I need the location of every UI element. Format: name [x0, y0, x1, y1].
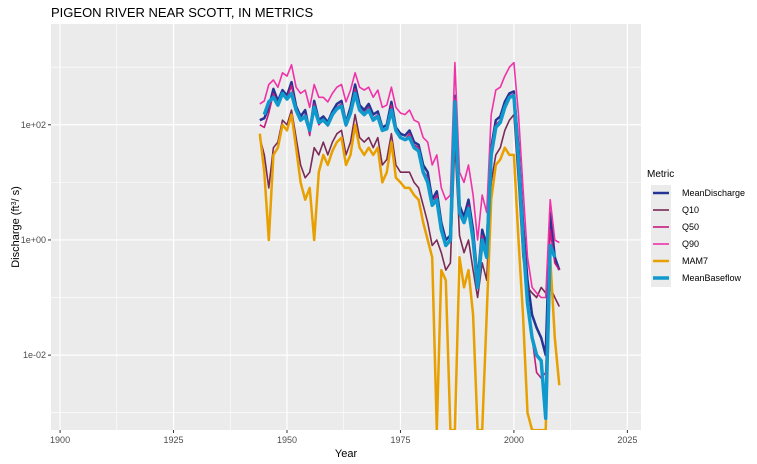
series-line-q90	[259, 61, 560, 299]
series-lines	[258, 61, 561, 430]
legend-label: MAM7	[682, 256, 708, 266]
y-tick-label: 1e-02	[23, 350, 46, 360]
x-tick-label: 2025	[617, 435, 637, 445]
y-axis-title-main: Discharge (ft	[10, 205, 22, 267]
legend-label: MeanBaseflow	[682, 273, 742, 283]
legend: MeanDischarge Q10 Q50 Q90 MAM7 MeanBaseflow	[651, 185, 745, 287]
legend-label: Q10	[682, 205, 699, 215]
legend-label: Q90	[682, 239, 699, 249]
series-line-q10	[259, 109, 561, 307]
y-tick-label: 1e+00	[21, 235, 46, 245]
legend-title: Metric	[647, 169, 674, 180]
x-axis-title: Year	[335, 448, 358, 460]
y-axis-title-end: / s)	[10, 186, 22, 201]
x-tick-label: 2000	[504, 435, 524, 445]
major-gridlines	[51, 24, 641, 430]
series-line-mam7	[258, 113, 561, 430]
y-axis-title: Discharge (ft3/ s)	[10, 186, 22, 268]
y-axis-ticks: 1e-02 1e+00 1e+02	[21, 120, 51, 360]
y-axis-title-superscript: 3	[11, 201, 18, 205]
x-tick-label: 1900	[50, 435, 70, 445]
x-axis-ticks: 1900 1925 1950 1975 2000 2025	[50, 430, 637, 445]
legend-label: Q50	[682, 222, 699, 232]
x-tick-label: 1975	[390, 435, 410, 445]
plot-area	[258, 61, 561, 430]
chart-title: PIGEON RIVER NEAR SCOTT, IN METRICS	[51, 5, 314, 20]
x-tick-label: 1950	[277, 435, 297, 445]
y-tick-label: 1e+02	[21, 120, 46, 130]
legend-label: MeanDischarge	[682, 188, 745, 198]
x-tick-label: 1925	[164, 435, 184, 445]
series-line-meanbaseflow	[262, 91, 557, 421]
